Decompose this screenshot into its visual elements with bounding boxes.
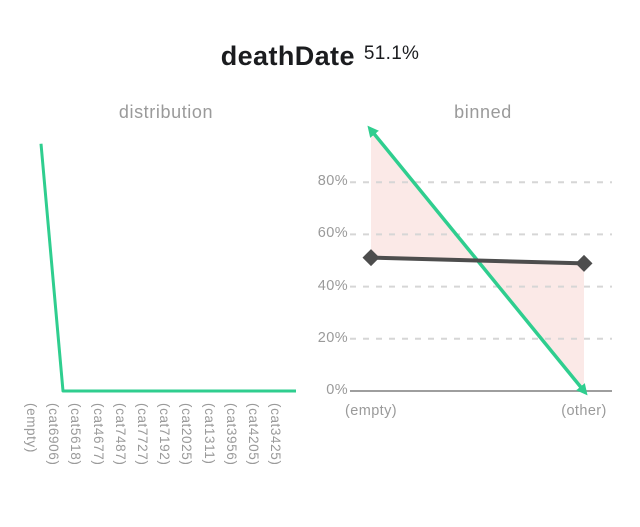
- feature-name: deathDate: [220, 41, 355, 71]
- binned-chart-title: binned: [454, 102, 512, 122]
- binned-y-tick-label: 80%: [317, 173, 348, 190]
- distribution-chart-title: distribution: [118, 102, 214, 122]
- distribution-x-label: (cat1311): [202, 403, 217, 465]
- feature-header: deathDate 51.1%: [0, 41, 640, 72]
- distribution-x-label: (cat2025): [179, 403, 194, 466]
- distribution-x-label: (cat4205): [246, 403, 261, 466]
- distribution-chart: [28, 124, 300, 394]
- diamond-marker: [575, 254, 593, 272]
- distribution-x-label: (empty): [24, 403, 39, 453]
- binned-y-tick-label: 0%: [326, 382, 348, 398]
- label-rate-line: [370, 255, 585, 266]
- feature-missing-percent: 51.1%: [363, 43, 420, 64]
- distribution-x-label: (cat6906): [46, 403, 61, 466]
- diamond-marker: [362, 249, 380, 267]
- binned-y-tick-label: 20%: [317, 329, 348, 346]
- binned-chart: [350, 122, 616, 398]
- distribution-x-label: (cat5618): [68, 403, 83, 466]
- binned-x-label-empty: (empty): [345, 403, 397, 419]
- distribution-x-axis: (empty) (cat6906) (cat5618) (cat4677) (cat74…: [24, 403, 300, 527]
- distribution-line: [39, 143, 296, 393]
- distribution-x-label: (cat3956): [224, 403, 239, 466]
- distribution-x-label: (cat7727): [135, 403, 150, 466]
- binned-y-tick-label: 60%: [317, 225, 348, 242]
- distribution-x-label: (cat4677): [91, 403, 106, 466]
- binned-y-tick-label: 40%: [317, 277, 348, 294]
- binned-x-label-other: (other): [561, 403, 607, 419]
- distribution-x-label: (cat7192): [157, 403, 172, 466]
- distribution-x-label: (cat3425): [268, 403, 283, 466]
- distribution-x-label: (cat7487): [113, 403, 128, 466]
